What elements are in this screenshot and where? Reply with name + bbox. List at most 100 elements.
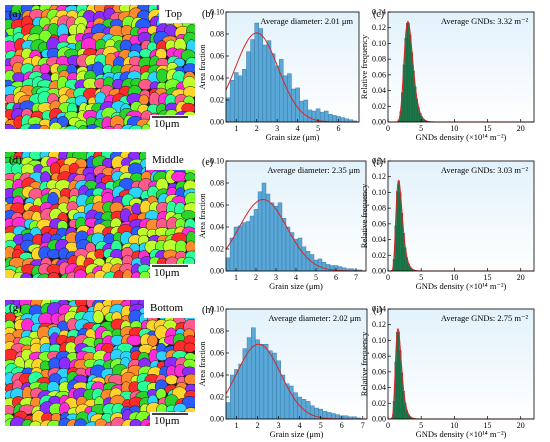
grain	[140, 123, 152, 129]
bar	[335, 414, 340, 420]
panel-label: (e)	[202, 157, 213, 168]
x-tick-label: 5	[419, 124, 423, 133]
bar	[269, 202, 275, 272]
grain	[93, 126, 104, 129]
y-axis-label: Area fraction	[197, 193, 207, 239]
x-tick-label: 5	[314, 273, 318, 282]
grain	[5, 260, 6, 262]
bar	[225, 257, 231, 272]
grain	[115, 300, 122, 301]
x-tick-label: 5	[419, 273, 423, 282]
y-tick-label: 0.10	[210, 305, 224, 314]
bar	[261, 182, 267, 272]
grain	[73, 269, 88, 278]
bar	[249, 215, 255, 272]
y-tick-label: 0.04	[372, 86, 386, 95]
y-axis-label: Relative frequency	[359, 331, 369, 396]
x-tick-label: 3	[274, 273, 278, 282]
y-tick-label: 0.06	[210, 201, 224, 210]
bar	[262, 44, 268, 123]
x-axis-label: GNDs density (×10¹⁴ m⁻²)	[416, 132, 507, 142]
y-tick-label: 0.14	[372, 157, 386, 166]
grain	[60, 152, 70, 155]
y-tick-label: 0.02	[372, 251, 386, 260]
grain	[105, 152, 111, 153]
y-tick-label: 0.12	[372, 172, 386, 181]
bar	[303, 99, 309, 123]
x-tick-label: 0	[386, 124, 390, 133]
grain	[5, 124, 16, 129]
bar	[257, 191, 263, 272]
x-tick-label: 4	[294, 273, 298, 282]
bar	[307, 109, 313, 123]
grain	[94, 418, 108, 426]
bar	[325, 264, 331, 272]
ebsd-panel-label: (a)	[9, 8, 22, 20]
grain	[185, 152, 194, 154]
x-tick-label: 6	[340, 421, 344, 430]
grain	[141, 300, 152, 302]
y-tick-label: 0.02	[372, 399, 386, 408]
y-axis-label: Relative frequency	[359, 183, 369, 248]
grain	[112, 124, 124, 129]
y-tick-label: 0.06	[372, 367, 386, 376]
y-tick-label: 0.00	[210, 118, 224, 127]
bar	[305, 401, 311, 420]
x-tick-label: 1	[235, 421, 239, 430]
y-tick-label: 0.02	[210, 393, 224, 402]
chart-e: 1 2 3 4 5 6 7 0.00 0.02 0.04 0.06 0.08 0.10 Grain siz…	[197, 157, 367, 291]
x-tick-label: 7	[361, 421, 365, 430]
bar	[253, 209, 259, 272]
axes-frame	[225, 308, 368, 420]
bar	[340, 117, 345, 123]
annotation: Average GNDs: 2.75 m⁻²	[441, 313, 529, 323]
x-tick-label: 5	[319, 421, 323, 430]
x-tick-label: 5	[316, 124, 320, 133]
grain	[46, 419, 63, 426]
x-tick-label: 4	[298, 421, 302, 430]
grain	[29, 420, 43, 426]
y-tick-label: 0.00	[372, 415, 386, 424]
grain	[181, 210, 195, 220]
annotation: Average diameter: 2.02 μm	[268, 313, 361, 323]
bar	[279, 59, 284, 123]
y-tick-label: 0.00	[372, 267, 386, 276]
annotation: Average diameter: 2.01 μm	[260, 16, 353, 26]
plot-background	[388, 161, 534, 271]
position-label-box	[146, 152, 203, 170]
y-tick-label: 0.02	[210, 96, 224, 105]
x-tick-label: 0	[386, 421, 390, 430]
bar	[270, 53, 276, 123]
x-tick-label: 20	[517, 421, 525, 430]
grain	[187, 5, 193, 6]
y-tick-label: 0.10	[372, 39, 386, 48]
x-tick-label: 10	[450, 124, 458, 133]
x-tick-label: 10	[450, 273, 458, 282]
grain	[0, 140, 7, 153]
annotation: Average GNDs: 3.32 m⁻²	[441, 16, 529, 26]
y-tick-label: 0.02	[210, 245, 224, 254]
y-tick-label: 0.12	[372, 320, 386, 329]
grain	[49, 121, 63, 129]
bar	[331, 413, 336, 420]
y-tick-label: 0.06	[210, 52, 224, 61]
y-tick-label: 0.08	[372, 352, 386, 361]
y-tick-label: 0.14	[372, 305, 386, 314]
y-tick-label: 0.10	[372, 336, 386, 345]
grain	[77, 125, 89, 129]
x-tick-label: 1	[234, 273, 238, 282]
bar	[397, 180, 400, 272]
x-tick-label: 4	[296, 124, 300, 133]
grain	[39, 63, 51, 75]
position-label: Middle	[152, 154, 184, 166]
bar	[332, 115, 337, 123]
y-tick-label: 0.10	[372, 188, 386, 197]
bar	[242, 68, 247, 123]
y-tick-label: 0.08	[210, 30, 224, 39]
panel-label: (b)	[202, 9, 214, 20]
grain	[5, 7, 6, 12]
y-tick-label: 0.06	[372, 70, 386, 79]
bar	[291, 88, 296, 123]
bar	[317, 258, 323, 272]
